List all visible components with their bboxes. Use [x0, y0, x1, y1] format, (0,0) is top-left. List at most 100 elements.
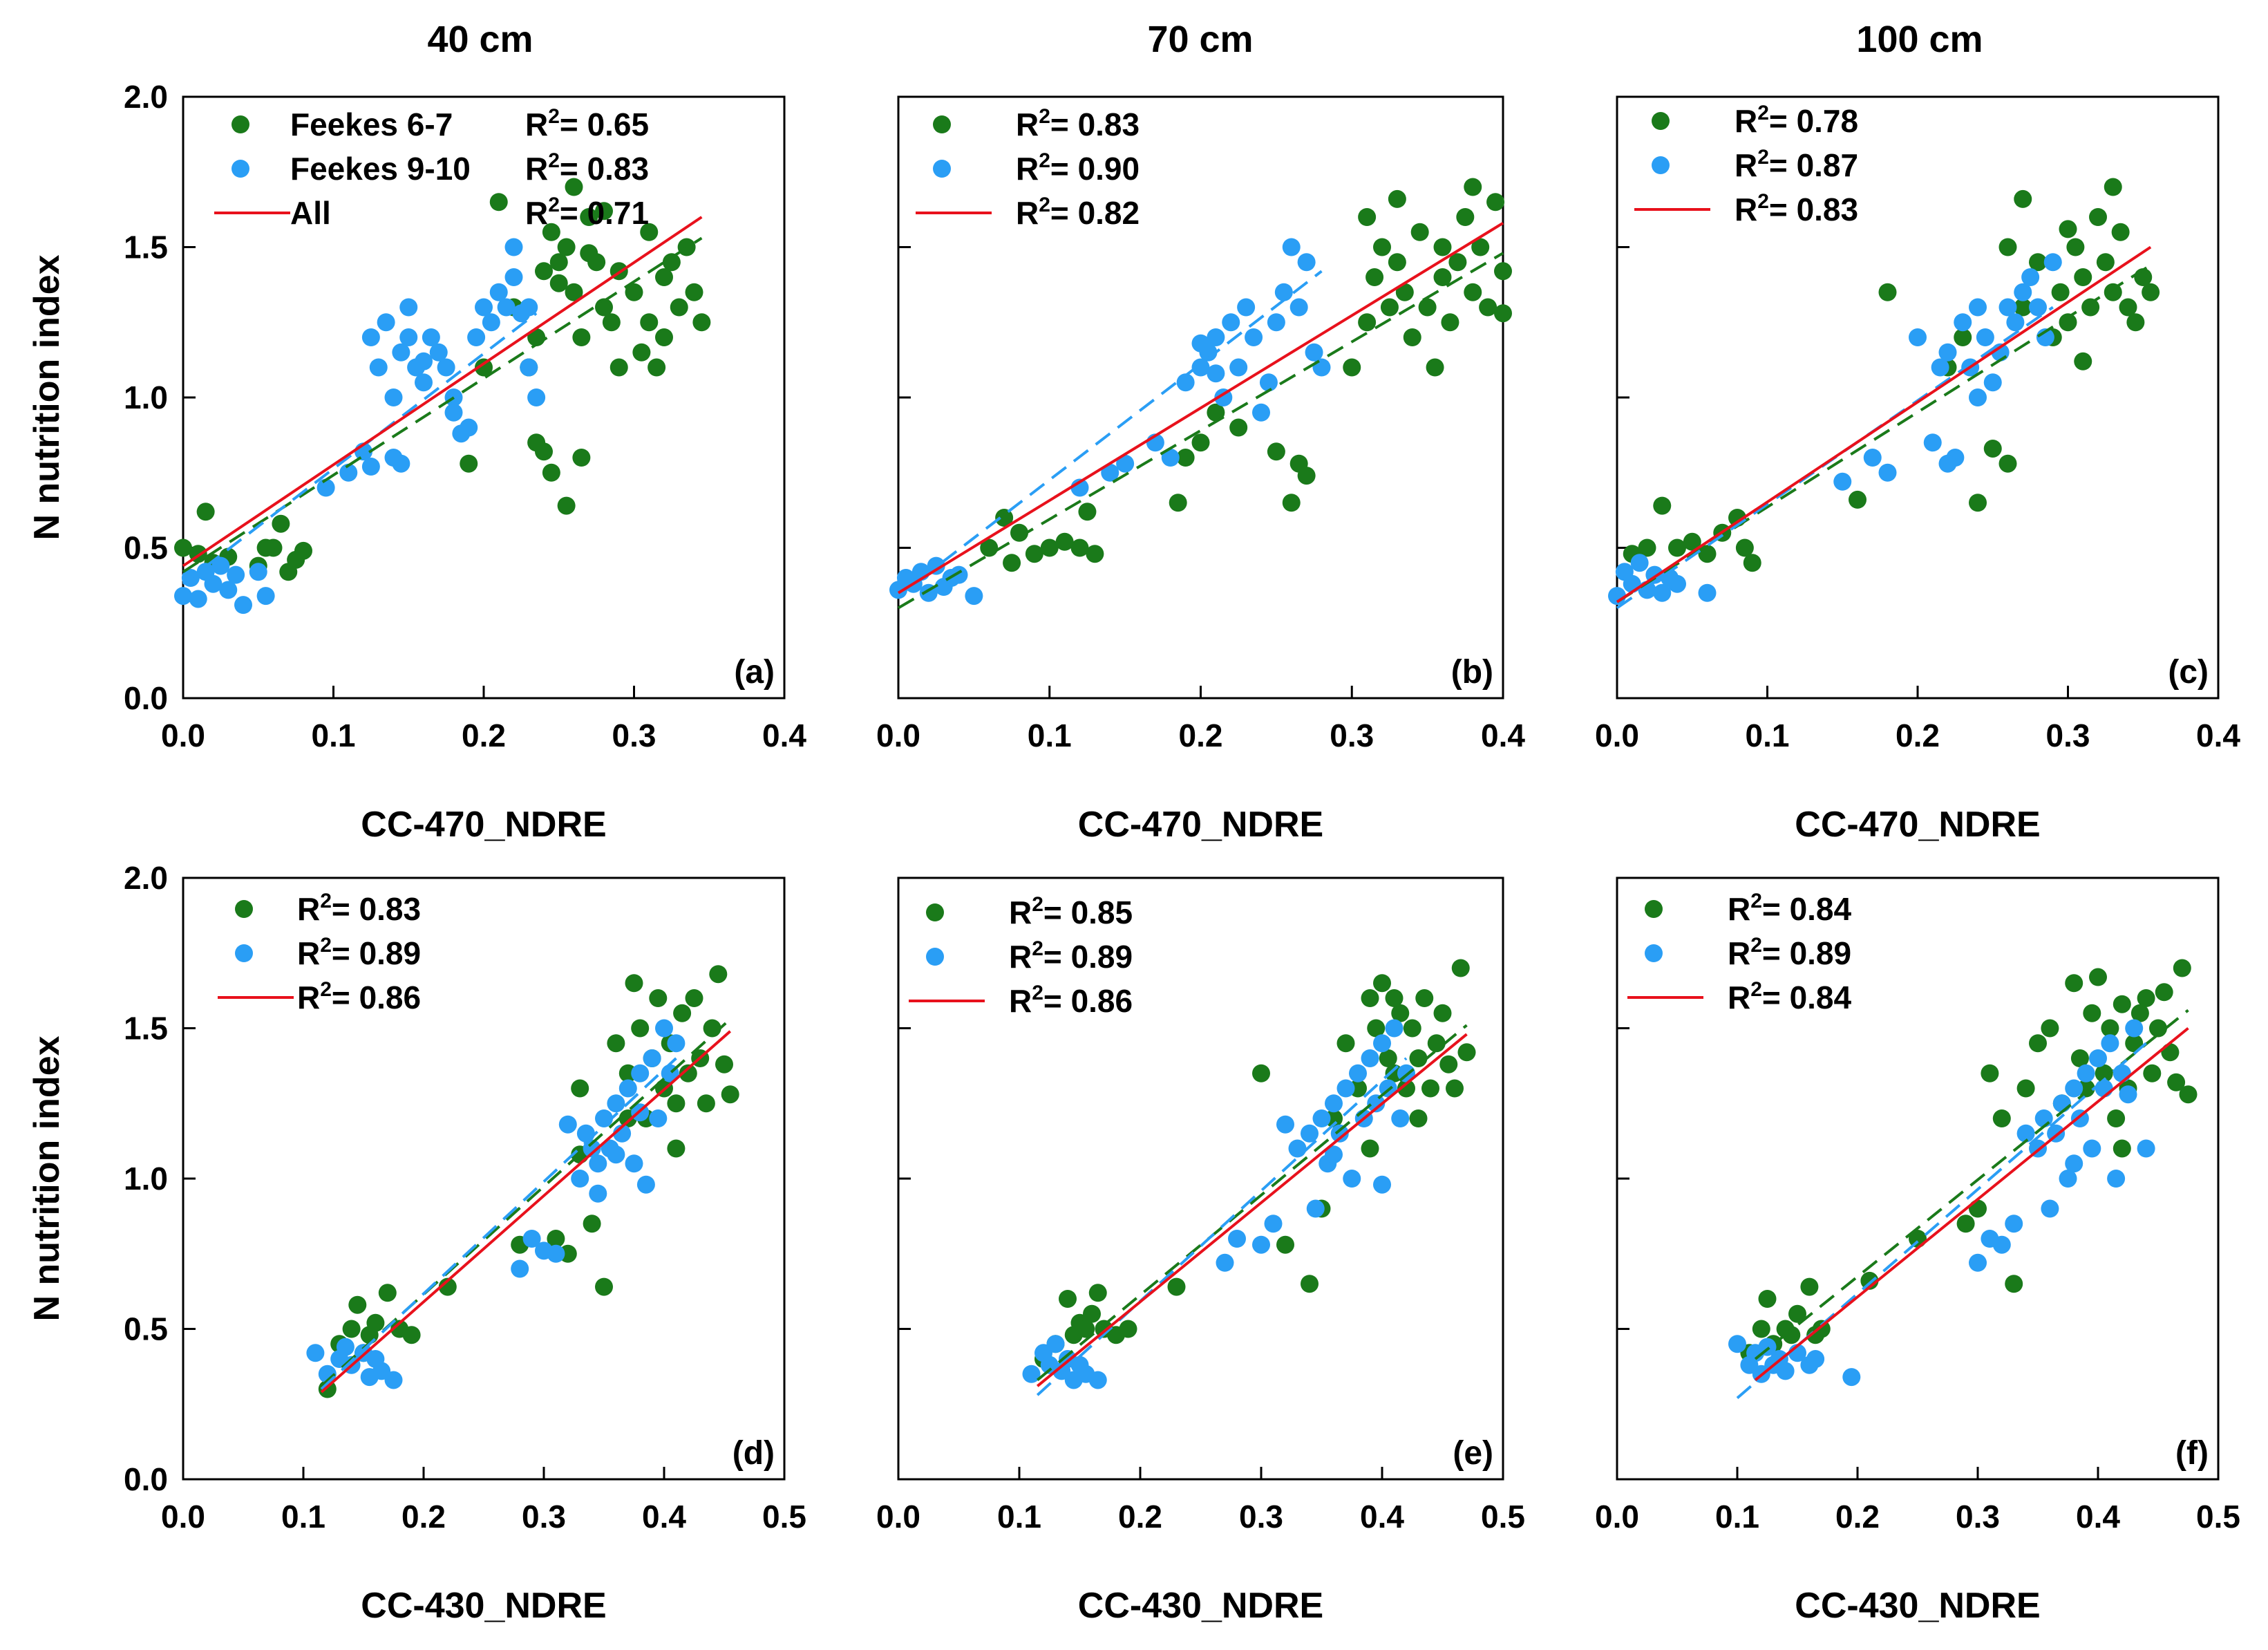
panel-f: 0.0 0.1 0.2 0.3 0.4 0.5 CC-430_NDRE (f): [1595, 876, 2240, 1626]
point-feekes-9-10: [415, 373, 433, 392]
y-tick-label: 2.0: [124, 79, 168, 115]
point-feekes-9-10: [520, 298, 538, 317]
point-feekes-9-10: [1373, 1175, 1391, 1194]
legend-r2: R2= 0.84: [1728, 890, 1852, 927]
y-tick-label: 0.0: [124, 1461, 168, 1497]
point-feekes-9-10: [2095, 1079, 2113, 1098]
fit-line-all: [1754, 1026, 2189, 1382]
x-axis-title: CC-430_NDRE: [1795, 1586, 2040, 1626]
fit-line-feekes-6-7: [897, 252, 1504, 610]
point-feekes-9-10: [482, 313, 500, 332]
point-feekes-9-10: [384, 388, 403, 406]
legend-r2: R2= 0.86: [297, 978, 421, 1015]
legend-series-name: Feekes 6-7: [290, 106, 453, 142]
point-feekes-6-7: [583, 1215, 601, 1233]
point-feekes-6-7: [2095, 1064, 2113, 1082]
point-feekes-6-7: [1446, 1079, 1464, 1098]
point-feekes-6-7: [609, 358, 628, 377]
legend-r2: R2= 0.83: [1016, 105, 1140, 142]
point-feekes-9-10: [667, 1034, 686, 1053]
point-feekes-6-7: [2065, 974, 2083, 993]
point-feekes-6-7: [557, 496, 576, 515]
point-feekes-9-10: [625, 1154, 643, 1173]
point-feekes-9-10: [1728, 1335, 1746, 1353]
point-feekes-9-10: [1216, 1253, 1234, 1272]
point-feekes-6-7: [631, 1019, 650, 1038]
point-feekes-9-10: [504, 238, 523, 256]
x-tick-label: 0.3: [522, 1499, 566, 1535]
point-feekes-6-7: [2161, 1043, 2180, 1062]
point-feekes-6-7: [1788, 1304, 1806, 1323]
point-feekes-6-7: [980, 538, 999, 557]
point-feekes-9-10: [607, 1094, 625, 1113]
point-feekes-6-7: [1758, 1290, 1777, 1308]
point-feekes-6-7: [571, 1079, 589, 1098]
point-feekes-6-7: [1373, 974, 1391, 993]
point-feekes-6-7: [632, 343, 651, 362]
point-feekes-9-10: [547, 1244, 565, 1263]
legend-marker: [235, 944, 253, 962]
point-feekes-6-7: [995, 509, 1014, 527]
x-tick-label: 0.3: [1330, 718, 1374, 753]
point-feekes-9-10: [949, 565, 968, 584]
point-feekes-9-10: [1653, 583, 1672, 602]
legend-r2: R2= 0.82: [1016, 194, 1140, 231]
point-feekes-9-10: [1909, 328, 1927, 346]
point-feekes-9-10: [1264, 1215, 1283, 1233]
point-feekes-6-7: [640, 223, 659, 241]
x-tick-label: 0.0: [161, 718, 205, 753]
point-feekes-9-10: [422, 328, 440, 346]
point-feekes-6-7: [438, 1277, 457, 1296]
point-feekes-6-7: [670, 298, 688, 317]
point-feekes-6-7: [272, 514, 290, 533]
point-feekes-9-10: [227, 565, 245, 584]
legend-marker: [231, 115, 249, 133]
point-feekes-6-7: [1464, 178, 1482, 196]
point-feekes-9-10: [1878, 463, 1897, 482]
point-feekes-9-10: [234, 596, 252, 615]
point-feekes-6-7: [655, 268, 673, 286]
point-feekes-6-7: [640, 313, 659, 332]
point-feekes-9-10: [1207, 328, 1225, 346]
point-feekes-6-7: [1683, 532, 1701, 551]
x-tick-label: 0.2: [1118, 1499, 1162, 1535]
x-tick-label: 0.3: [2046, 718, 2090, 753]
x-tick-label: 0.0: [161, 1499, 205, 1535]
point-feekes-6-7: [535, 442, 553, 461]
point-feekes-6-7: [1494, 304, 1512, 323]
point-feekes-9-10: [1373, 1034, 1391, 1053]
point-feekes-6-7: [1059, 1290, 1077, 1308]
plot-frame: [897, 876, 1504, 1481]
point-feekes-9-10: [369, 358, 388, 377]
point-feekes-6-7: [607, 1034, 625, 1053]
y-tick-label: 1.0: [124, 379, 168, 415]
point-feekes-9-10: [429, 343, 448, 362]
legend-marker: [933, 115, 951, 133]
point-feekes-6-7: [1025, 545, 1043, 563]
point-feekes-6-7: [348, 1295, 367, 1314]
point-feekes-6-7: [1395, 283, 1414, 301]
point-feekes-6-7: [1457, 1043, 1476, 1062]
fit-line-feekes-9-10: [320, 1057, 677, 1390]
point-feekes-6-7: [1276, 1235, 1294, 1254]
point-feekes-9-10: [256, 587, 275, 606]
point-feekes-6-7: [2173, 959, 2191, 977]
point-feekes-6-7: [342, 1320, 361, 1338]
legend-marker: [926, 903, 944, 921]
point-feekes-6-7: [572, 449, 591, 467]
point-feekes-6-7: [1086, 545, 1104, 563]
x-tick-label: 0.3: [1956, 1499, 2000, 1535]
point-feekes-9-10: [437, 358, 455, 377]
point-feekes-6-7: [1343, 358, 1361, 377]
point-feekes-9-10: [1969, 298, 1987, 317]
point-feekes-9-10: [2029, 298, 2047, 317]
point-feekes-9-10: [316, 478, 335, 497]
point-feekes-9-10: [1992, 1235, 2011, 1254]
point-feekes-9-10: [2089, 1049, 2107, 1067]
point-feekes-6-7: [1267, 442, 1285, 461]
point-feekes-9-10: [1863, 449, 1882, 467]
point-feekes-6-7: [1410, 223, 1429, 241]
point-feekes-9-10: [1630, 554, 1649, 572]
x-tick-label: 0.2: [1179, 718, 1223, 753]
